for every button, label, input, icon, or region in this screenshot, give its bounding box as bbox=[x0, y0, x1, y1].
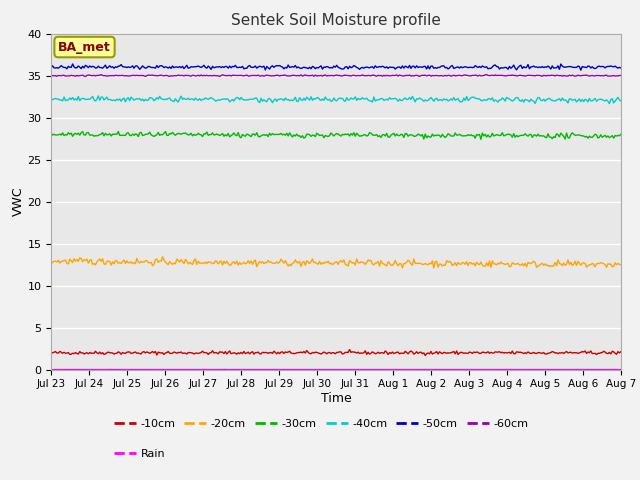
Y-axis label: VWC: VWC bbox=[12, 187, 24, 216]
Legend: Rain: Rain bbox=[114, 449, 165, 459]
Text: BA_met: BA_met bbox=[58, 40, 111, 54]
X-axis label: Time: Time bbox=[321, 392, 351, 405]
Title: Sentek Soil Moisture profile: Sentek Soil Moisture profile bbox=[231, 13, 441, 28]
